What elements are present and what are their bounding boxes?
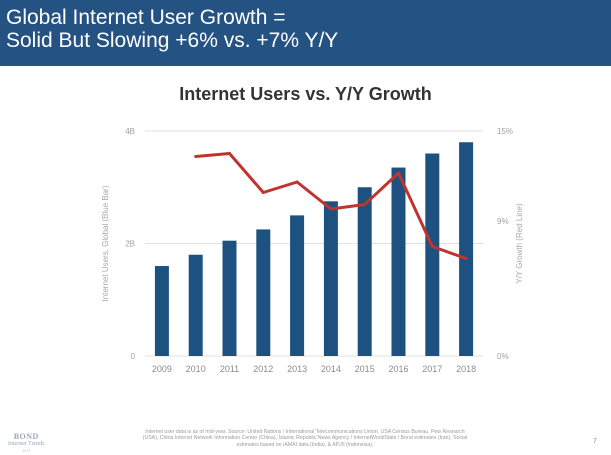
y-tick-label: 4B bbox=[125, 127, 135, 136]
bar-2016 bbox=[391, 167, 406, 356]
bar-2013 bbox=[290, 215, 305, 356]
growth-point-2018 bbox=[464, 257, 468, 260]
bar-2018 bbox=[459, 142, 474, 356]
bar-2015 bbox=[357, 187, 372, 356]
slide-title-line-2: Solid But Slowing +6% vs. +7% Y/Y bbox=[6, 29, 339, 52]
y2-axis-title: Y/Y Growth (Red Line) bbox=[515, 203, 524, 284]
page-number: 7 bbox=[593, 438, 597, 445]
x-tick-label: 2010 bbox=[186, 364, 206, 374]
growth-point-2010 bbox=[194, 155, 198, 158]
growth-point-2016 bbox=[397, 171, 400, 175]
bar-2011 bbox=[222, 240, 237, 356]
bond-logo: BOND Internet Trends 2019 bbox=[8, 432, 45, 453]
x-tick-label: 2012 bbox=[253, 364, 273, 374]
x-tick-label: 2014 bbox=[321, 364, 341, 374]
bar-2009 bbox=[154, 266, 169, 356]
y-tick-label: 0 bbox=[131, 352, 136, 361]
title-banner: Global Internet User Growth = Solid But … bbox=[0, 0, 611, 66]
bar-2010 bbox=[188, 254, 203, 356]
logo-name: BOND bbox=[13, 432, 39, 441]
y2-tick-label: 9% bbox=[497, 217, 509, 226]
growth-point-2012 bbox=[261, 191, 265, 194]
source-note: Internet user data is as of mid-year. So… bbox=[142, 429, 468, 448]
slide-title-line-1: Global Internet User Growth = bbox=[6, 6, 286, 29]
growth-point-2014 bbox=[329, 207, 333, 211]
growth-point-2013 bbox=[295, 180, 299, 184]
growth-point-2011 bbox=[228, 152, 231, 155]
y2-tick-label: 15% bbox=[497, 127, 513, 136]
x-tick-label: 2011 bbox=[220, 364, 239, 374]
x-tick-label: 2013 bbox=[287, 364, 307, 374]
growth-point-2015 bbox=[363, 203, 367, 206]
x-tick-label: 2009 bbox=[152, 364, 172, 374]
bar-2017 bbox=[425, 153, 440, 356]
y-tick-label: 2B bbox=[125, 240, 135, 249]
x-tick-label: 2018 bbox=[456, 364, 476, 374]
x-tick-label: 2015 bbox=[355, 364, 375, 374]
logo-subtitle: Internet Trends bbox=[8, 441, 45, 447]
logo-year: 2019 bbox=[22, 448, 31, 453]
x-tick-label: 2017 bbox=[422, 364, 442, 374]
y-axis-title: Internet Users, Global (Blue Bar) bbox=[101, 185, 110, 301]
bar-2014 bbox=[323, 201, 338, 356]
bar-2012 bbox=[256, 229, 271, 356]
x-tick-label: 2016 bbox=[388, 364, 408, 374]
chart-title: Internet Users vs. Y/Y Growth bbox=[179, 84, 432, 104]
y2-tick-label: 0% bbox=[497, 352, 509, 361]
growth-point-2017 bbox=[430, 245, 434, 248]
